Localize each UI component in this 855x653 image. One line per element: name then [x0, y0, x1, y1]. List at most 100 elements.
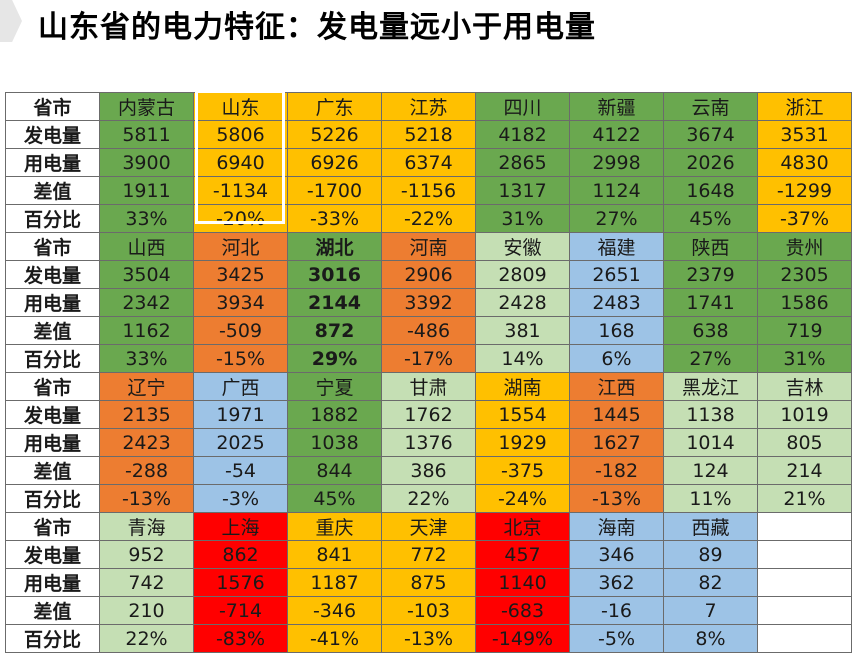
consumption-cell: 1038: [287, 428, 382, 457]
consumption-cell: 4830: [757, 148, 852, 177]
difference-cell: 719: [757, 316, 852, 345]
province-name-cell: 吉林: [757, 372, 852, 401]
province-name-cell: 安徽: [475, 232, 570, 261]
difference-cell: 210: [99, 596, 194, 625]
row-label: 发电量: [5, 260, 100, 289]
province-name-cell: 重庆: [287, 512, 382, 541]
table-row: 省市 内蒙古 山东 广东 江苏 四川 新疆 云南 浙江: [5, 92, 852, 121]
generation-cell: 2651: [569, 260, 664, 289]
difference-cell: 1648: [663, 176, 758, 205]
province-name-cell: 黑龙江: [663, 372, 758, 401]
difference-cell: 124: [663, 456, 758, 485]
province-name-cell: 河北: [193, 232, 288, 261]
row-label: 省市: [5, 372, 100, 401]
row-label: 用电量: [5, 148, 100, 177]
percentage-cell: 8%: [663, 624, 758, 653]
row-label: 省市: [5, 512, 100, 541]
generation-cell: 1445: [569, 400, 664, 429]
table-row: 发电量 5811 5806 5226 5218 4182 4122 3674 3531: [5, 120, 852, 149]
percentage-cell: -83%: [193, 624, 288, 653]
difference-cell: 7: [663, 596, 758, 625]
consumption-cell: 1576: [193, 568, 288, 597]
percentage-cell: -37%: [757, 204, 852, 233]
percentage-cell: [757, 624, 852, 653]
generation-cell: 457: [475, 540, 570, 569]
percentage-cell: 31%: [757, 344, 852, 373]
generation-cell: 3504: [99, 260, 194, 289]
generation-cell: 89: [663, 540, 758, 569]
consumption-cell: 3392: [381, 288, 476, 317]
province-name-cell: 江苏: [381, 92, 476, 121]
title-arrow-decoration: [0, 0, 22, 42]
consumption-cell: 2144: [287, 288, 382, 317]
province-name-cell: 西藏: [663, 512, 758, 541]
generation-cell: 1554: [475, 400, 570, 429]
province-name-cell: 新疆: [569, 92, 664, 121]
province-name-cell: 江西: [569, 372, 664, 401]
consumption-cell: 1014: [663, 428, 758, 457]
difference-cell: 381: [475, 316, 570, 345]
province-name-cell: 宁夏: [287, 372, 382, 401]
table-row: 百分比 33% -20% -33% -22% 31% 27% 45% -37%: [5, 204, 852, 233]
consumption-cell: 805: [757, 428, 852, 457]
difference-cell: -16: [569, 596, 664, 625]
consumption-cell: 6374: [381, 148, 476, 177]
generation-cell: 5218: [381, 120, 476, 149]
consumption-cell: 2428: [475, 288, 570, 317]
difference-cell: -1156: [381, 176, 476, 205]
difference-cell: -714: [193, 596, 288, 625]
table-row: 差值 -288 -54 844 386 -375 -182 124 214: [5, 456, 852, 485]
province-name-cell: 内蒙古: [99, 92, 194, 121]
percentage-cell: 33%: [99, 344, 194, 373]
consumption-cell: 2423: [99, 428, 194, 457]
province-name-cell: 海南: [569, 512, 664, 541]
consumption-cell: 6940: [193, 148, 288, 177]
consumption-cell: 1376: [381, 428, 476, 457]
province-name-cell: 北京: [475, 512, 570, 541]
province-name-cell: 河南: [381, 232, 476, 261]
percentage-cell: 11%: [663, 484, 758, 513]
percentage-cell: -13%: [569, 484, 664, 513]
generation-cell: 3531: [757, 120, 852, 149]
generation-cell: 1138: [663, 400, 758, 429]
row-label: 差值: [5, 456, 100, 485]
generation-cell: 2809: [475, 260, 570, 289]
consumption-cell: 6926: [287, 148, 382, 177]
percentage-cell: -13%: [99, 484, 194, 513]
province-name-cell: 辽宁: [99, 372, 194, 401]
consumption-cell: 2026: [663, 148, 758, 177]
generation-cell: 1971: [193, 400, 288, 429]
generation-cell: 3674: [663, 120, 758, 149]
table-row: 差值 1162 -509 872 -486 381 168 638 719: [5, 316, 852, 345]
consumption-cell: 362: [569, 568, 664, 597]
province-name-cell: 湖北: [287, 232, 382, 261]
difference-cell: -288: [99, 456, 194, 485]
page-title: 山东省的电力特征：发电量远小于用电量: [38, 10, 596, 45]
percentage-cell: -3%: [193, 484, 288, 513]
percentage-cell: 31%: [475, 204, 570, 233]
power-table: 省市 内蒙古 山东 广东 江苏 四川 新疆 云南 浙江 发电量 5811 5806 5226 5218 41…: [5, 92, 852, 653]
generation-cell: 5806: [193, 120, 288, 149]
difference-cell: -683: [475, 596, 570, 625]
province-name-cell: 上海: [193, 512, 288, 541]
percentage-cell: -33%: [287, 204, 382, 233]
percentage-cell: 27%: [569, 204, 664, 233]
percentage-cell: -5%: [569, 624, 664, 653]
table-row: 百分比 -13% -3% 45% 22% -24% -13% 11% 21%: [5, 484, 852, 513]
generation-cell: 3016: [287, 260, 382, 289]
row-label: 省市: [5, 232, 100, 261]
percentage-cell: -13%: [381, 624, 476, 653]
consumption-cell: 1929: [475, 428, 570, 457]
row-label: 省市: [5, 92, 100, 121]
province-name-cell: 四川: [475, 92, 570, 121]
generation-cell: [757, 540, 852, 569]
percentage-cell: 6%: [569, 344, 664, 373]
consumption-cell: 2865: [475, 148, 570, 177]
generation-cell: 1882: [287, 400, 382, 429]
percentage-cell: 45%: [287, 484, 382, 513]
generation-cell: 346: [569, 540, 664, 569]
consumption-cell: 1586: [757, 288, 852, 317]
percentage-cell: -24%: [475, 484, 570, 513]
generation-cell: 952: [99, 540, 194, 569]
generation-cell: 4122: [569, 120, 664, 149]
